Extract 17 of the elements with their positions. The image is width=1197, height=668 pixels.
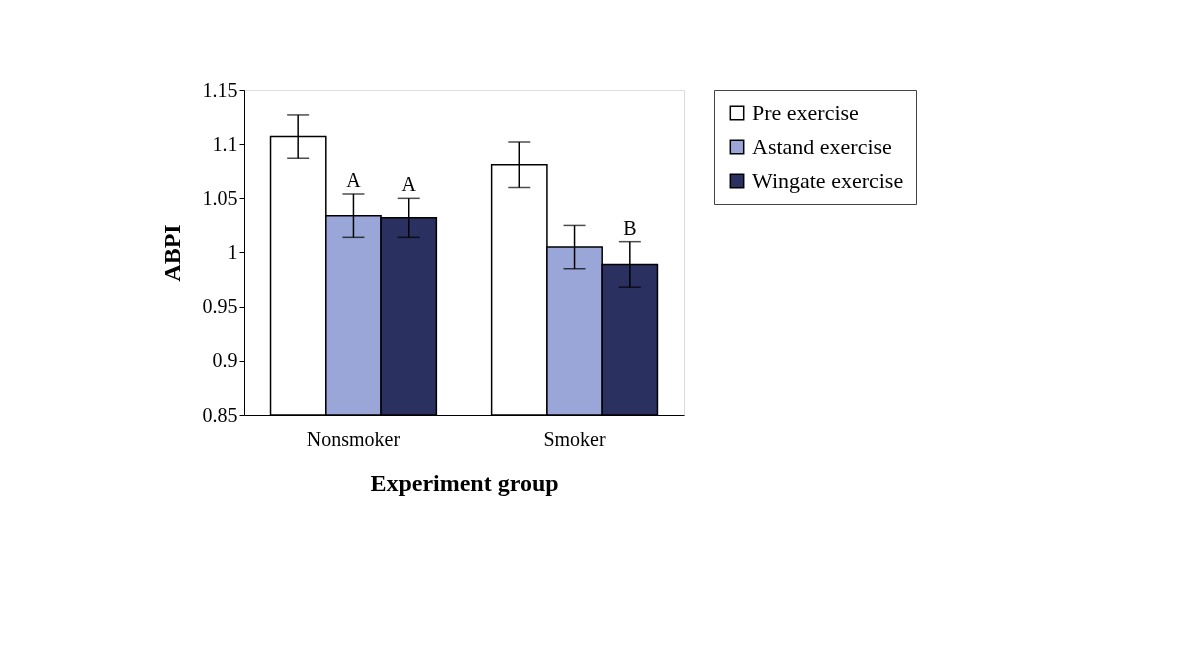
y-tick-label: 1.05	[202, 186, 238, 209]
y-axis-title: ABPI	[158, 224, 185, 282]
x-tick-label: Smoker	[543, 427, 606, 450]
legend-label: Wingate exercise	[752, 168, 904, 193]
y-tick-label: 0.95	[202, 295, 238, 318]
y-tick-label: 1	[227, 241, 238, 263]
y-tick-label: 0.9	[212, 349, 238, 372]
x-tick-label: Nonsmoker	[306, 427, 401, 450]
y-tick-label: 1.15	[202, 78, 238, 101]
y-tick-label: 1.1	[212, 132, 238, 155]
annotation: B	[623, 216, 637, 239]
x-axis-title: Experiment group	[370, 469, 559, 496]
legend-label: Astand exercise	[752, 134, 892, 159]
annotation: A	[346, 169, 362, 191]
legend-label: Pre exercise	[752, 100, 859, 125]
annotation: A	[401, 173, 417, 196]
y-tick-label: 0.85	[202, 403, 238, 426]
